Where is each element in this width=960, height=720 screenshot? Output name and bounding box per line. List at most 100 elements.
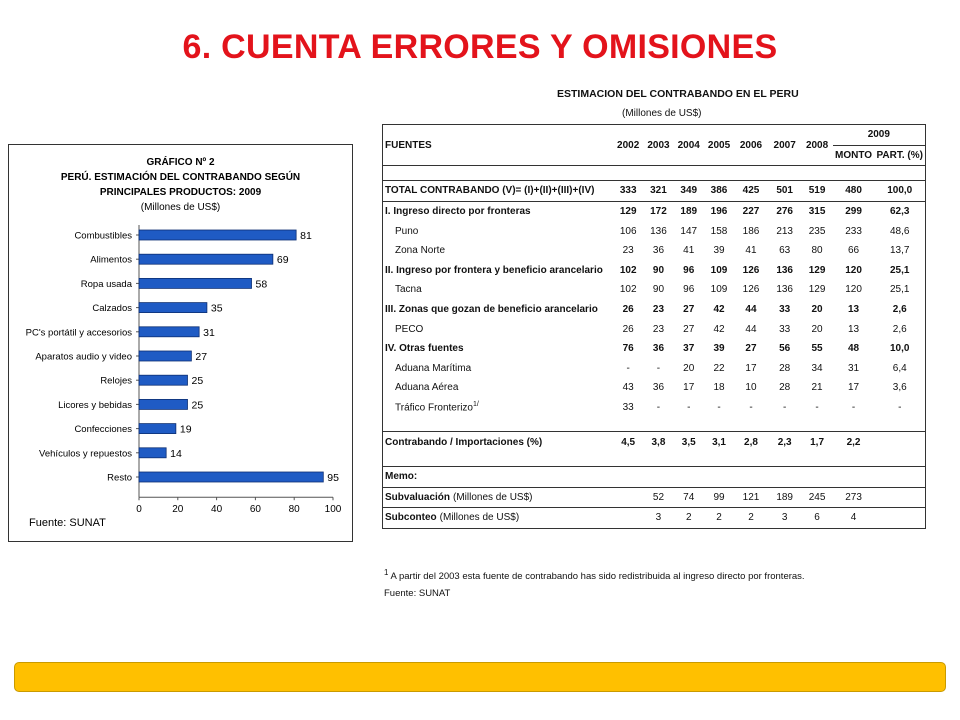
bar-chart-panel: GRÁFICO Nº 2 PERÚ. ESTIMACIÓN DEL CONTRA… bbox=[8, 144, 353, 542]
table-cell: 196 bbox=[703, 200, 735, 222]
table-spacer bbox=[383, 452, 926, 467]
memo-row: Memo: bbox=[382, 465, 926, 487]
table-cell bbox=[673, 165, 704, 181]
table-cell bbox=[643, 452, 673, 467]
table-cell: 27 bbox=[683, 323, 695, 335]
row-label-text: TOTAL CONTRABANDO (V)= (I)+(II)+(III)+(I… bbox=[385, 185, 595, 197]
table-cell: 48,6 bbox=[890, 225, 910, 237]
table-cell: 2,2 bbox=[832, 431, 875, 452]
table-cell bbox=[613, 165, 644, 181]
table-cell: 42 bbox=[713, 323, 725, 335]
x-tick-label: 80 bbox=[289, 504, 301, 515]
table-cell bbox=[643, 465, 674, 487]
table-cell: 3 bbox=[767, 507, 802, 529]
table-cell: 36 bbox=[652, 343, 665, 355]
table-cell bbox=[874, 417, 925, 432]
table-cell: 2 bbox=[703, 507, 735, 529]
table-cell: 33 bbox=[622, 402, 634, 414]
table-cell bbox=[874, 431, 926, 452]
table-cell: 13,7 bbox=[890, 245, 910, 257]
table-cell: 273 bbox=[832, 486, 875, 508]
table-cell: 55 bbox=[811, 343, 823, 355]
table-cell bbox=[802, 417, 833, 432]
table-cell: 4 bbox=[832, 507, 875, 529]
table-cell: 106 bbox=[619, 225, 637, 237]
memo-row-unit: (Millones de US$) bbox=[439, 512, 520, 524]
table-cell: 37 bbox=[683, 343, 695, 355]
table-cell: 23 bbox=[652, 304, 665, 316]
table-cell bbox=[383, 452, 614, 467]
category-label: Vehículos y repuestos bbox=[39, 448, 132, 459]
table-cell: 2 bbox=[734, 507, 768, 529]
value-label: 19 bbox=[180, 424, 192, 436]
table-cell: - bbox=[749, 402, 753, 414]
table-cell: 20 bbox=[811, 323, 823, 335]
table-cell: 66 bbox=[847, 245, 860, 257]
table-cell: 3,8 bbox=[643, 431, 674, 452]
table-cell bbox=[874, 465, 926, 487]
table-cell: 42 bbox=[713, 304, 725, 316]
table-cell: 3,5 bbox=[673, 431, 704, 452]
table-cell: 44 bbox=[745, 323, 757, 335]
bar bbox=[138, 326, 200, 338]
table-header-row: MONTO PART. (%) bbox=[383, 145, 926, 166]
memo-data-row: Subvaluación (Millones de US$) 52 74 99 121 18… bbox=[382, 486, 926, 508]
table-cell bbox=[832, 465, 875, 487]
table-cell: - bbox=[717, 402, 721, 414]
table-cell bbox=[704, 452, 734, 467]
row-label-text: Tráfico Fronterizo bbox=[395, 402, 473, 414]
table-cell bbox=[874, 486, 926, 508]
bar bbox=[138, 398, 188, 410]
table-cell: 13 bbox=[847, 304, 860, 316]
table-cell: 10 bbox=[745, 382, 757, 394]
table-cell: 36 bbox=[652, 382, 665, 394]
table-cell bbox=[802, 452, 833, 467]
table-cell: 2,6 bbox=[892, 323, 907, 335]
table-cell: 501 bbox=[767, 180, 802, 202]
table-cell bbox=[382, 165, 614, 181]
table-cell: 136 bbox=[776, 284, 793, 296]
header-year: 2002 bbox=[617, 139, 640, 151]
table-cell bbox=[613, 465, 644, 487]
table-cell: 1,7 bbox=[801, 431, 833, 452]
header-year: 2005 bbox=[707, 139, 731, 151]
table-row: TOTAL CONTRABANDO (V)= (I)+(II)+(III)+(I… bbox=[382, 180, 926, 202]
table-cell bbox=[734, 417, 768, 432]
bar bbox=[138, 374, 188, 386]
table-cell: 17 bbox=[683, 382, 695, 394]
category-label: Aparatos audio y video bbox=[35, 352, 132, 363]
header-fuentes: FUENTES bbox=[385, 139, 432, 151]
row-label: PECO bbox=[383, 319, 614, 339]
table-cell bbox=[383, 417, 614, 432]
table-row: Puno 106 136 147 158 186 213 235 233 48,6 bbox=[383, 221, 926, 241]
category-label: Alimentos bbox=[90, 255, 132, 266]
table-cell bbox=[768, 452, 802, 467]
table-cell: 74 bbox=[673, 486, 704, 508]
table-cell: 27 bbox=[683, 304, 695, 316]
table-cell bbox=[734, 465, 768, 487]
table-cell: 39 bbox=[713, 245, 725, 257]
table-cell bbox=[613, 417, 643, 432]
table-cell: 126 bbox=[742, 264, 760, 276]
value-label: 35 bbox=[211, 303, 223, 315]
table-cell: 44 bbox=[745, 304, 757, 316]
table-cell: 120 bbox=[845, 284, 862, 296]
table-cell bbox=[767, 165, 802, 181]
table-row: Zona Norte 23 36 41 39 41 63 80 66 13,7 bbox=[383, 241, 926, 261]
table-cell: 386 bbox=[703, 180, 735, 202]
table-cell: 2,3 bbox=[767, 431, 802, 452]
value-label: 31 bbox=[203, 327, 215, 339]
table-cell: 25,1 bbox=[890, 264, 910, 276]
table-cell: - bbox=[656, 362, 661, 374]
header-monto: MONTO bbox=[835, 149, 873, 161]
header-year: 2008 bbox=[805, 139, 829, 151]
table-cell bbox=[613, 507, 644, 529]
table-row: Contrabando / Importaciones (%) 4,5 3,8 3,5… bbox=[382, 431, 926, 452]
category-label: Calzados bbox=[92, 303, 132, 314]
table-cell: 100,0 bbox=[874, 180, 926, 202]
table-cell: 227 bbox=[734, 200, 768, 222]
table-cell: 3,6 bbox=[892, 382, 907, 394]
header-year: 2007 bbox=[773, 139, 796, 151]
memo-data-row: Subconteo (Millones de US$) 3 2 2 2 3 6 4 bbox=[382, 507, 926, 529]
table-cell: 2,8 bbox=[734, 431, 768, 452]
